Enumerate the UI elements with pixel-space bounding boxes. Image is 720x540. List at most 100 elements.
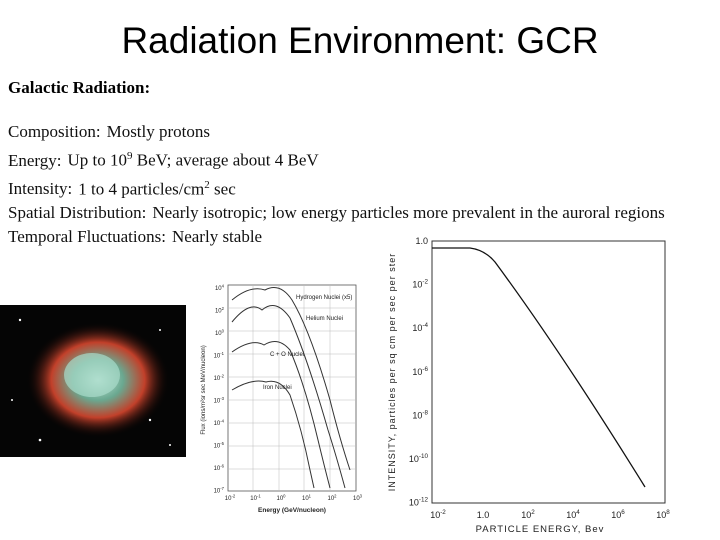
tick-part: 10 bbox=[521, 510, 531, 520]
tick-part: 10 bbox=[215, 331, 222, 337]
tick-part: 10 bbox=[250, 496, 257, 502]
tick-part: 10 bbox=[214, 444, 221, 450]
tick-label: 103 bbox=[353, 493, 363, 502]
nebula-image bbox=[0, 305, 186, 457]
curve-label: C + O Nuclei bbox=[270, 352, 304, 358]
tick-label: 10-4 bbox=[412, 322, 428, 333]
tick-part: -10 bbox=[419, 453, 429, 460]
tick-part: 10 bbox=[611, 510, 621, 520]
tick-label: 10-1 bbox=[250, 493, 261, 502]
tick-part: 10 bbox=[353, 496, 360, 502]
tick-part: -7 bbox=[220, 486, 224, 491]
tick-label: 102 bbox=[327, 493, 337, 502]
tick-part: -6 bbox=[220, 463, 224, 468]
tick-part: 10 bbox=[214, 489, 221, 495]
item-label: Energy: bbox=[8, 150, 62, 170]
tick-label: 10-7 bbox=[214, 486, 225, 495]
tick-label: 10-8 bbox=[412, 409, 428, 420]
tick-part: 10 bbox=[430, 510, 440, 520]
tick-part: 10 bbox=[302, 496, 309, 502]
tick-label: 104 bbox=[215, 283, 225, 292]
tick-part: 4 bbox=[576, 509, 580, 516]
curve-label: Helium Nuclei bbox=[306, 316, 343, 322]
tick-part: 1.0 bbox=[477, 510, 490, 520]
curve-label: Hydrogen Nuclei (x5) bbox=[296, 295, 352, 301]
tick-label: 100 bbox=[215, 328, 225, 337]
tick-label: 10-5 bbox=[214, 441, 225, 450]
tick-part: 0 bbox=[222, 328, 225, 333]
tick-part: 3 bbox=[360, 493, 363, 498]
tick-part: -2 bbox=[422, 279, 428, 286]
item-text: Nearly stable bbox=[171, 227, 263, 247]
tick-part: 10 bbox=[412, 323, 422, 333]
item-text: Up to 10 bbox=[67, 150, 128, 170]
x-axis-label: Energy (GeV/nucleon) bbox=[258, 507, 326, 514]
tick-label: 10-6 bbox=[412, 366, 428, 377]
tick-part: -2 bbox=[220, 373, 224, 378]
tick-part: 10 bbox=[276, 496, 283, 502]
item-text: Nearly isotropic; low energy particles m… bbox=[152, 203, 665, 223]
tick-part: 2 bbox=[334, 493, 337, 498]
tick-part: 8 bbox=[666, 509, 670, 516]
tick-label: 10-3 bbox=[214, 396, 225, 405]
item-text: Mostly protons bbox=[106, 122, 211, 141]
tick-part: 4 bbox=[222, 283, 225, 288]
tick-part: 0 bbox=[283, 493, 286, 498]
tick-label: 10-2 bbox=[412, 279, 428, 290]
intensity-curve bbox=[432, 247, 646, 488]
tick-part: -4 bbox=[422, 322, 428, 329]
tick-part: 2 bbox=[222, 306, 225, 311]
bullet-item: Spatial Distribution: Nearly isotropic; l… bbox=[8, 201, 665, 225]
tick-label: 101 bbox=[302, 493, 312, 502]
tick-part: -4 bbox=[220, 418, 224, 423]
superscript: 9 bbox=[127, 150, 133, 162]
tick-part: -12 bbox=[419, 497, 429, 504]
tick-part: 1 bbox=[309, 493, 312, 498]
superscript: 2 bbox=[204, 178, 210, 191]
tick-part: 10 bbox=[327, 496, 334, 502]
tick-part: -3 bbox=[220, 396, 224, 401]
curve-label: Iron Nuclei bbox=[263, 385, 292, 391]
tick-label: 10-2 bbox=[225, 493, 236, 502]
tick-label: 10-6 bbox=[214, 463, 225, 472]
slide-title: Radiation Environment: GCR bbox=[121, 20, 599, 61]
tick-part: 10 bbox=[214, 354, 221, 360]
tick-part: 6 bbox=[621, 509, 625, 516]
tick-label: 102 bbox=[521, 509, 535, 520]
item-label: Composition: bbox=[8, 122, 101, 141]
tick-label: 10-12 bbox=[409, 497, 429, 508]
item-label: Spatial Distribution: bbox=[8, 203, 147, 223]
bullet-item: Temporal Fluctuations: Nearly stable bbox=[8, 225, 665, 249]
tick-part: 10 bbox=[409, 454, 419, 464]
tick-part: 10 bbox=[214, 376, 221, 382]
bullet-list: Composition: Mostly protons Energy: Up to 1… bbox=[8, 120, 665, 249]
tick-label: 102 bbox=[215, 306, 225, 315]
tick-label: 10-4 bbox=[214, 418, 225, 427]
tick-label: 100 bbox=[276, 493, 286, 502]
tick-part: -6 bbox=[422, 366, 428, 373]
tick-part: 10 bbox=[214, 421, 221, 427]
tick-part: 10 bbox=[225, 496, 232, 502]
tick-part: 10 bbox=[214, 399, 221, 405]
tick-part: 10 bbox=[412, 410, 422, 420]
tick-part: 10 bbox=[412, 367, 422, 377]
y-axis-label: Flux (ions/m²sr sec MeV/nucleon) bbox=[201, 345, 207, 434]
tick-label: 106 bbox=[611, 509, 625, 520]
tick-part: -8 bbox=[422, 409, 428, 416]
tick-part: 10 bbox=[409, 498, 419, 508]
item-text: 1 to 4 particles/cm bbox=[78, 179, 205, 199]
tick-part: 10 bbox=[214, 466, 221, 472]
bullet-item: Intensity: 1 to 4 particles/cm2 sec bbox=[8, 173, 665, 202]
tick-part: 10 bbox=[412, 280, 422, 290]
tick-part: -5 bbox=[220, 441, 224, 446]
left-figure: 10410210010-110-210-310-410-510-610-710-… bbox=[201, 283, 363, 514]
tick-part: -2 bbox=[440, 509, 446, 516]
tick-part: -1 bbox=[257, 493, 261, 498]
tick-label: 1.0 bbox=[477, 510, 490, 520]
tick-label: 10-10 bbox=[409, 453, 429, 464]
item-label: Intensity: bbox=[8, 179, 73, 199]
tick-part: -2 bbox=[231, 493, 235, 498]
tick-label: 104 bbox=[566, 509, 580, 520]
